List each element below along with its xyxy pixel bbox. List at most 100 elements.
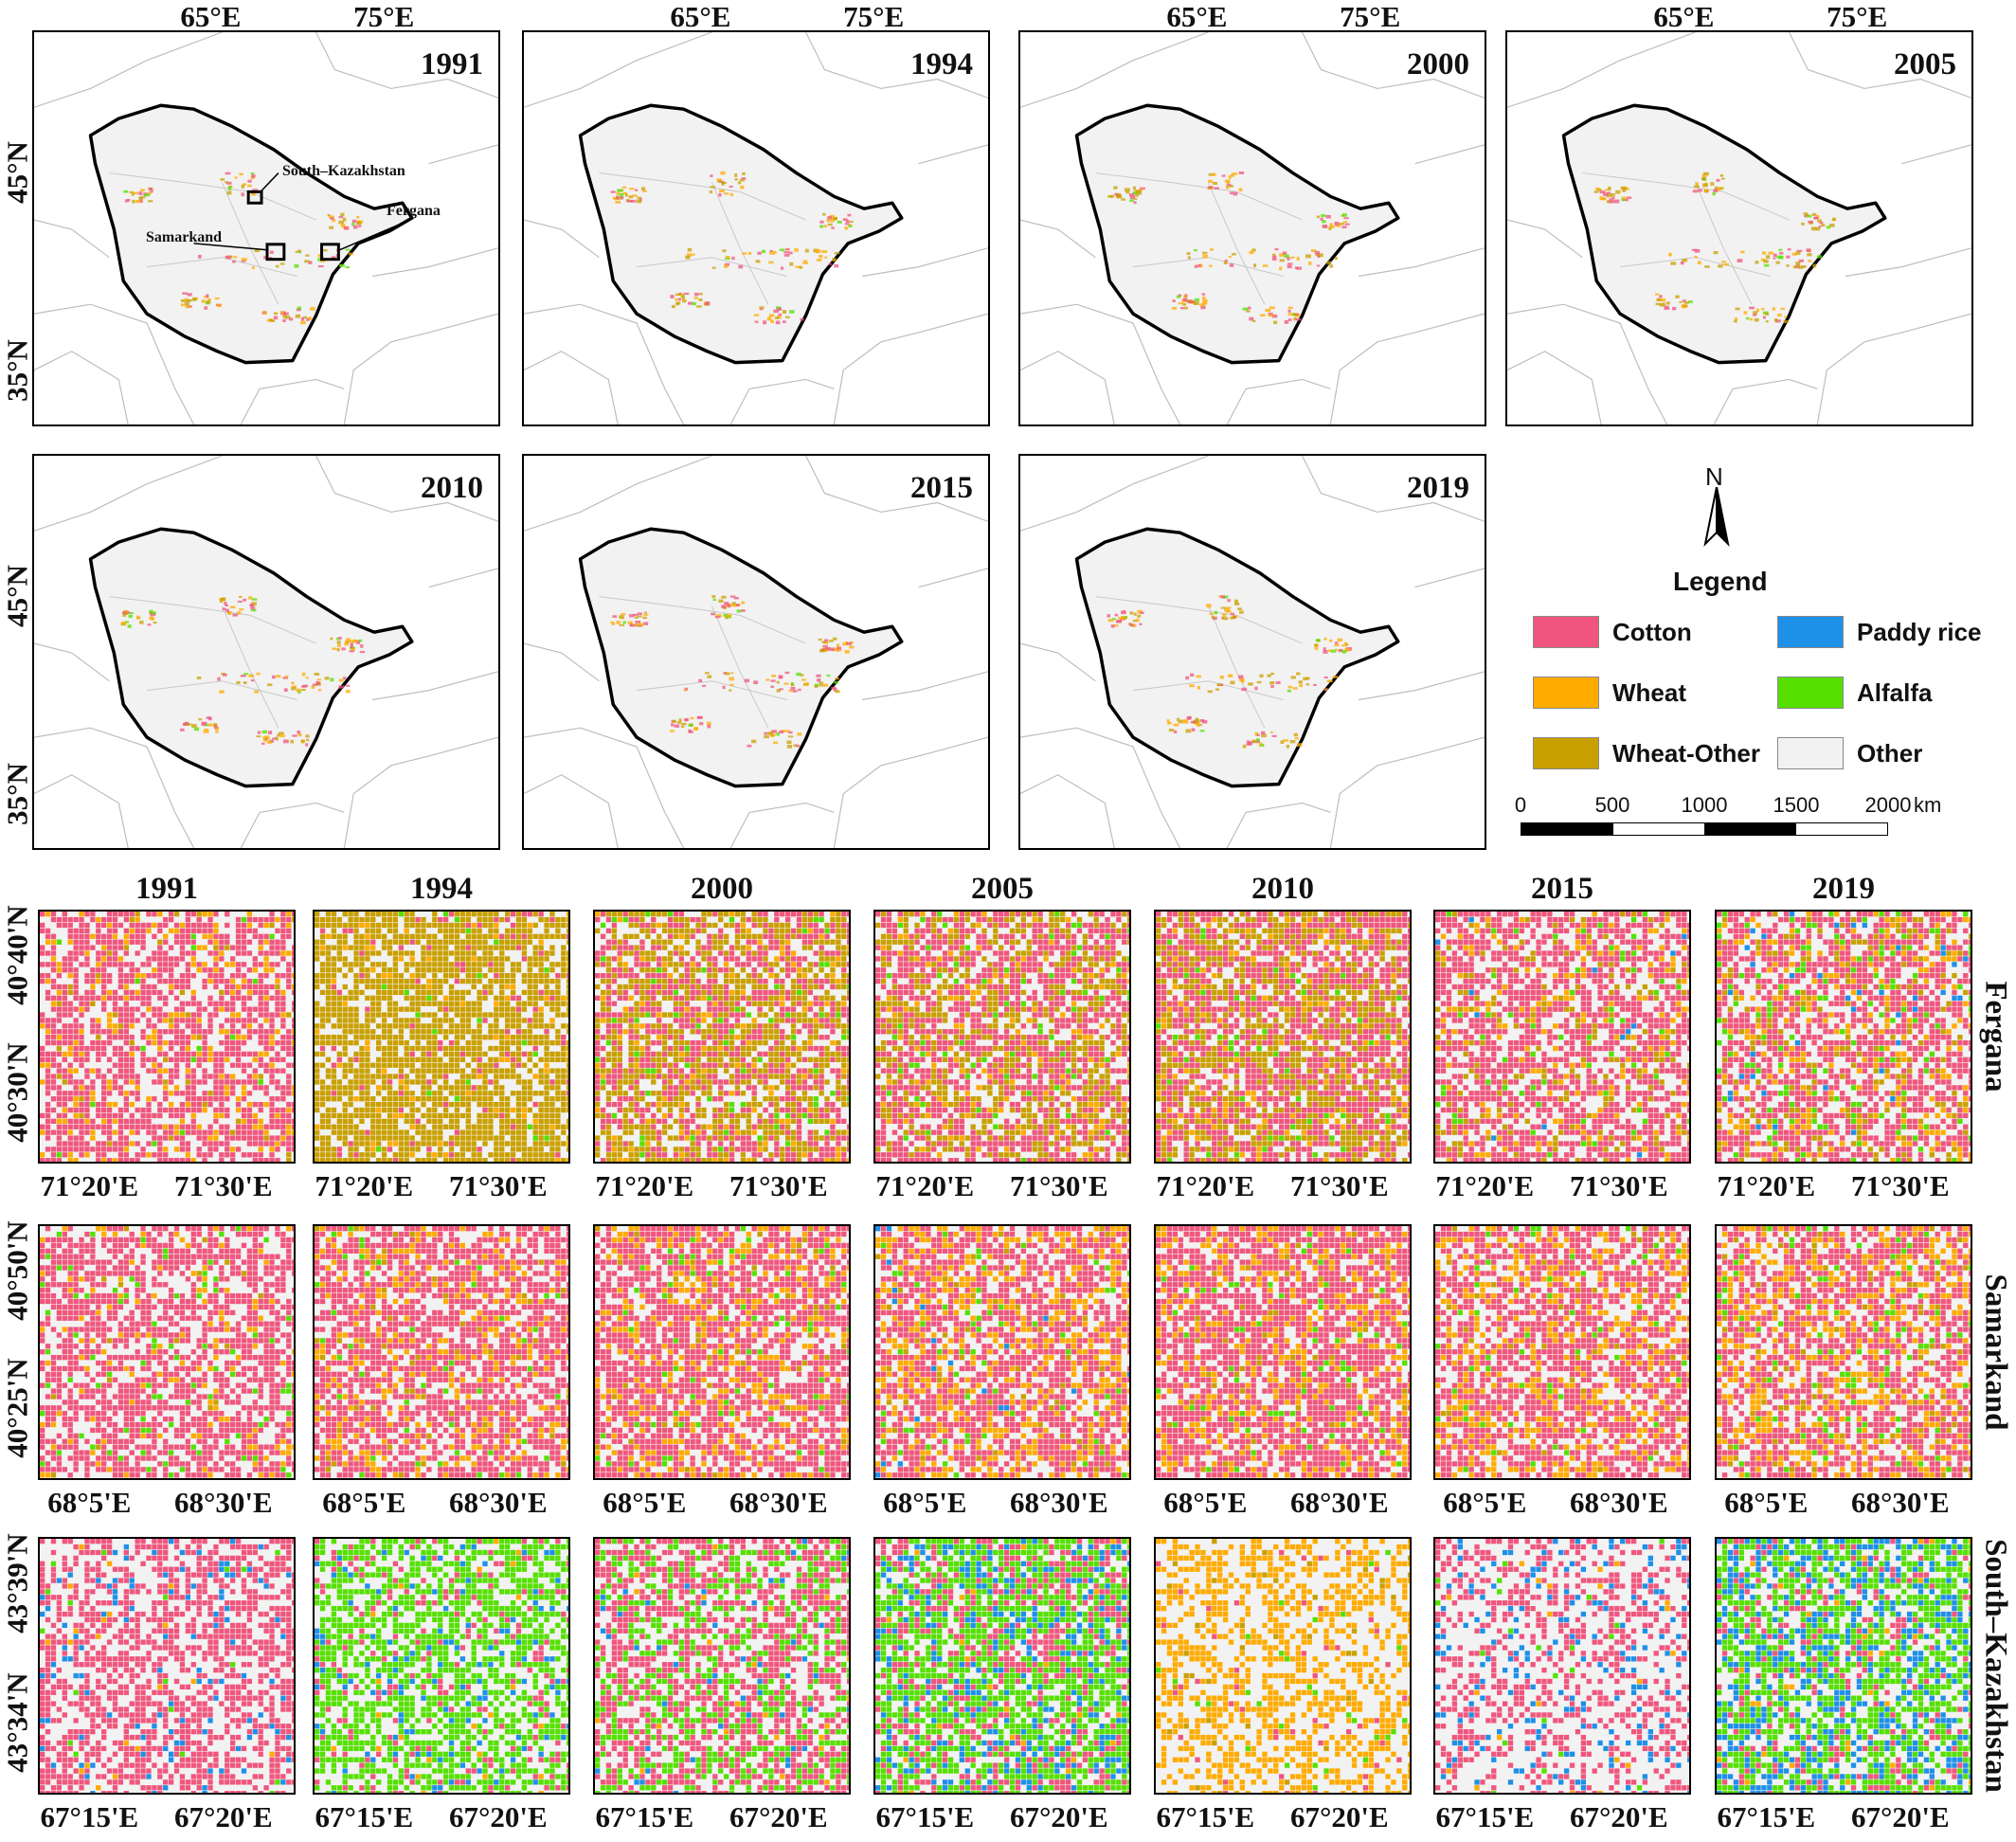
legend-item-alfalfa: Alfalfa [1777, 677, 1932, 709]
detail-lon-label: 71°20'E [1436, 1171, 1535, 1201]
detail-lon-label: 67°20'E [1290, 1802, 1389, 1832]
north-arrow: N [1698, 462, 1736, 548]
detail-lon-label: 68°5'E [1724, 1488, 1808, 1517]
detail-lon-label: 68°30'E [729, 1488, 828, 1517]
overview-map-graphic [1020, 456, 1485, 848]
scale-bar-label: 1000 [1682, 793, 1728, 818]
detail-lat-label: 43°34'N [1, 1672, 34, 1772]
detail-lon-label: 67°15'E [876, 1802, 975, 1832]
detail-map-graphic [1435, 912, 1689, 1162]
scale-bar-label: 2000 [1865, 793, 1912, 818]
detail-lon-label: 68°5'E [1443, 1488, 1526, 1517]
overview-lon-label: 65°E [670, 2, 730, 31]
inset-box-south-kazakhstan [246, 190, 263, 205]
detail-lat-label: 40°50'N [1, 1220, 34, 1320]
detail-map-samarkand-2000 [593, 1224, 851, 1480]
overview-map-graphic [34, 456, 498, 848]
legend-item-cotton: Cotton [1533, 616, 1692, 648]
legend-item-wheat: Wheat [1533, 677, 1686, 709]
detail-lat-label: 40°25'N [1, 1359, 34, 1458]
legend-swatch [1777, 616, 1844, 648]
overview-lon-label: 65°E [1166, 2, 1227, 31]
detail-lon-label: 71°30'E [729, 1171, 828, 1201]
detail-lon-label: 67°15'E [1157, 1802, 1255, 1832]
detail-lon-label: 71°30'E [174, 1171, 273, 1201]
detail-year-header: 1994 [410, 874, 473, 905]
detail-map-samarkand-2010 [1154, 1224, 1412, 1480]
detail-map-samarkand-2019 [1715, 1224, 1972, 1480]
overview-year-label: 2005 [1894, 49, 1956, 81]
overview-lat-label: 45°N [1, 566, 34, 628]
legend-item-other: Other [1777, 737, 1922, 769]
detail-lon-label: 68°5'E [883, 1488, 966, 1517]
detail-year-header: 1991 [135, 874, 198, 905]
detail-lon-label: 67°15'E [1718, 1802, 1816, 1832]
detail-map-fergana-2000 [593, 910, 851, 1164]
detail-lon-label: 71°30'E [1570, 1171, 1668, 1201]
overview-map-graphic [524, 456, 988, 848]
overview-map-graphic [524, 32, 988, 424]
legend-label: Paddy rice [1857, 618, 1982, 647]
legend-swatch [1533, 737, 1599, 769]
detail-lon-label: 68°5'E [1163, 1488, 1247, 1517]
detail-lon-label: 71°20'E [315, 1171, 414, 1201]
detail-lon-label: 71°20'E [41, 1171, 139, 1201]
scale-bar-unit: km [1914, 793, 1941, 818]
detail-map-graphic [40, 1226, 294, 1478]
overview-map-2019: 2019 [1018, 454, 1486, 850]
detail-lon-label: 67°20'E [174, 1802, 273, 1832]
detail-lon-label: 67°15'E [41, 1802, 139, 1832]
detail-lon-label: 71°20'E [596, 1171, 694, 1201]
detail-lat-label: 43°39'N [1, 1533, 34, 1633]
inset-box-samarkand [265, 243, 286, 262]
detail-lon-label: 68°30'E [1290, 1488, 1389, 1517]
detail-lon-label: 67°20'E [1570, 1802, 1668, 1832]
detail-year-header: 2019 [1812, 874, 1875, 905]
overview-map-2000: 2000 [1018, 30, 1486, 426]
detail-map-graphic [315, 1226, 568, 1478]
detail-map-graphic [1156, 1539, 1410, 1793]
overview-map-1991: 1991 South–Kazakhstan Fergana Samarkand [32, 30, 500, 426]
overview-lat-label: 45°N [1, 142, 34, 205]
detail-lon-label: 68°5'E [322, 1488, 405, 1517]
detail-map-south-kazakhstan-2005 [873, 1537, 1131, 1795]
overview-map-2005: 2005 [1505, 30, 1973, 426]
overview-lon-label: 75°E [1827, 2, 1887, 31]
detail-map-samarkand-2015 [1433, 1224, 1691, 1480]
detail-region-label: South–Kazakhstan [1979, 1539, 2013, 1793]
detail-lon-label: 68°30'E [1851, 1488, 1950, 1517]
legend-label: Cotton [1612, 618, 1692, 647]
detail-lon-label: 67°15'E [315, 1802, 414, 1832]
detail-lat-label: 40°30'N [1, 1042, 34, 1142]
detail-map-fergana-2015 [1433, 910, 1691, 1164]
detail-lon-label: 71°30'E [1851, 1171, 1950, 1201]
legend-label: Alfalfa [1857, 678, 1932, 708]
detail-map-south-kazakhstan-2000 [593, 1537, 851, 1795]
overview-year-label: 1994 [910, 49, 973, 81]
detail-lat-label: 40°40'N [1, 906, 34, 1005]
legend-label: Other [1857, 739, 1922, 768]
detail-lon-label: 71°30'E [449, 1171, 548, 1201]
detail-map-samarkand-1991 [38, 1224, 296, 1480]
overview-lon-label: 75°E [353, 2, 414, 31]
detail-map-south-kazakhstan-2015 [1433, 1537, 1691, 1795]
detail-lon-label: 71°20'E [876, 1171, 975, 1201]
legend-item-paddy-rice: Paddy rice [1777, 616, 1982, 648]
detail-map-graphic [1717, 1539, 1971, 1793]
scale-bar-graphic [1521, 822, 1888, 836]
overview-lat-label: 35°N [1, 764, 34, 826]
detail-map-fergana-1994 [313, 910, 570, 1164]
detail-map-south-kazakhstan-2019 [1715, 1537, 1972, 1795]
legend-swatch [1777, 677, 1844, 709]
detail-map-graphic [1717, 912, 1971, 1162]
detail-year-header: 2015 [1531, 874, 1593, 905]
north-arrow-icon [1703, 487, 1730, 548]
detail-map-fergana-2005 [873, 910, 1131, 1164]
detail-region-label: Fergana [1979, 981, 2013, 1092]
detail-year-header: 2005 [971, 874, 1034, 905]
detail-map-graphic [1435, 1226, 1689, 1478]
legend-swatch [1533, 616, 1599, 648]
detail-map-fergana-1991 [38, 910, 296, 1164]
inset-label-fergana: Fergana [387, 203, 441, 220]
detail-map-graphic [40, 1539, 294, 1793]
